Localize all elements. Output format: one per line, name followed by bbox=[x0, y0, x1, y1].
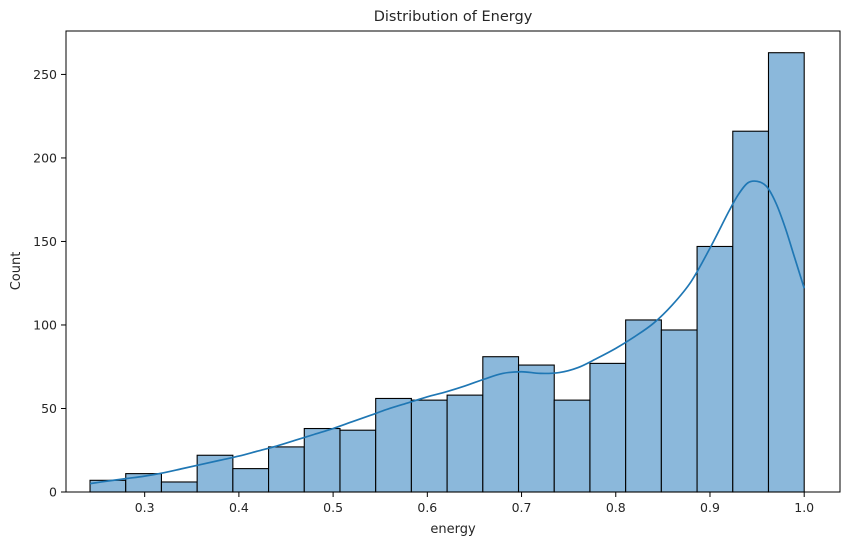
y-tick-label: 0 bbox=[49, 485, 57, 500]
histogram-bar bbox=[589, 362, 627, 493]
x-axis-label: energy bbox=[430, 522, 476, 537]
y-axis-ticks: 0 50 100 150 200 250 bbox=[33, 67, 66, 500]
x-tick-label: 1.0 bbox=[794, 500, 814, 515]
histogram-bar bbox=[339, 429, 377, 493]
histogram-bar bbox=[446, 394, 484, 493]
histogram-bars bbox=[89, 52, 805, 493]
x-tick-label: 0.8 bbox=[606, 500, 626, 515]
x-tick-label: 0.9 bbox=[700, 500, 720, 515]
y-tick-label: 200 bbox=[33, 150, 57, 165]
histogram-bar bbox=[303, 427, 341, 493]
histogram-bar bbox=[732, 130, 770, 493]
y-tick-label: 50 bbox=[41, 401, 57, 416]
histogram-bar bbox=[767, 52, 805, 493]
kde-curve bbox=[89, 180, 806, 485]
x-tick-label: 0.7 bbox=[512, 500, 532, 515]
chart-title: Distribution of Energy bbox=[374, 9, 533, 25]
x-tick-label: 0.3 bbox=[135, 500, 155, 515]
x-tick-label: 0.6 bbox=[417, 500, 437, 515]
histogram-bar bbox=[696, 245, 734, 493]
histogram-bar bbox=[375, 397, 412, 493]
histogram-bar bbox=[268, 446, 305, 493]
histogram-bar bbox=[232, 468, 270, 493]
histogram-bar bbox=[517, 364, 555, 493]
plot-frame bbox=[65, 30, 841, 493]
histogram-bar bbox=[160, 481, 198, 493]
histogram-bar bbox=[660, 329, 698, 493]
x-tick-label: 0.5 bbox=[323, 500, 343, 515]
y-tick-label: 100 bbox=[33, 317, 57, 332]
histogram-bar bbox=[482, 356, 520, 493]
histogram-bar bbox=[625, 319, 662, 493]
histogram-bar bbox=[553, 399, 591, 493]
histogram-bar bbox=[410, 399, 448, 493]
x-axis-ticks: 0.3 0.4 0.5 0.6 0.7 0.8 0.9 1.0 bbox=[135, 492, 814, 515]
y-tick-label: 150 bbox=[33, 234, 57, 249]
y-axis-label: Count bbox=[9, 252, 24, 291]
y-tick-label: 250 bbox=[33, 67, 57, 82]
x-tick-label: 0.4 bbox=[229, 500, 249, 515]
